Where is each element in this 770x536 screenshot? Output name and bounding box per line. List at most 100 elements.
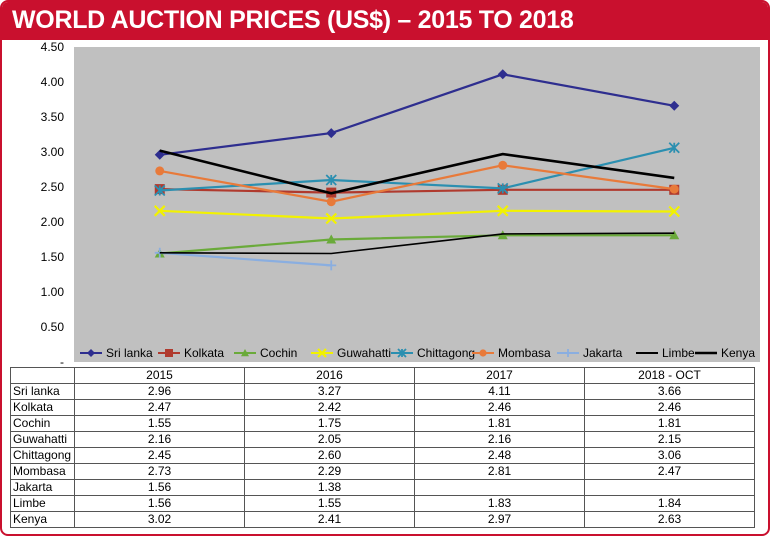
- table-cell: 2.15: [584, 431, 755, 448]
- table-cell: 1.81: [414, 415, 585, 432]
- data-point-mombasa: [669, 184, 679, 194]
- data-point-sri-lanka: [326, 128, 337, 139]
- table-cell: 2.45: [74, 447, 245, 464]
- data-point-chittagong: [668, 142, 680, 154]
- series-line-guwahatti: [159, 209, 675, 220]
- plot-area: [74, 47, 760, 362]
- table-column-header: 2017: [414, 367, 585, 384]
- data-point-cochin: [326, 234, 337, 244]
- table-cell: 2.42: [244, 399, 415, 416]
- series-line-jakarta: [159, 251, 332, 267]
- legend-marker-guwahatti: [317, 348, 327, 358]
- data-point-guwahatti: [325, 212, 338, 225]
- table-cell: 1.55: [74, 415, 245, 432]
- data-point-guwahatti: [496, 205, 509, 217]
- chart-title: WORLD AUCTION PRICES (US$) – 2015 TO 201…: [12, 6, 574, 34]
- y-tick-label: 4.50: [41, 40, 65, 54]
- table-row-label: Limbe: [10, 495, 75, 512]
- legend-marker-kolkata: [165, 349, 173, 357]
- table-row: Chittagong 2.45 2.60 2.48 3.06: [10, 447, 755, 464]
- table-row-label: Kenya: [10, 511, 75, 528]
- legend-marker-chittagong: [397, 348, 407, 358]
- table-cell: 2.47: [584, 463, 755, 480]
- table-row: Jakarta 1.56 1.38: [10, 479, 755, 496]
- data-point-cochin: [669, 230, 680, 240]
- title-banner: WORLD AUCTION PRICES (US$) – 2015 TO 201…: [2, 2, 768, 40]
- y-tick-label: 2.50: [41, 180, 65, 194]
- table-cell: 1.84: [584, 495, 755, 512]
- table-row-label: Mombasa: [10, 463, 75, 480]
- table-cell: [584, 479, 755, 496]
- table-header-row: 2015 2016 2017 2018 - OCT: [10, 367, 755, 384]
- data-point-mombasa: [326, 197, 336, 207]
- table-cell: 2.16: [74, 431, 245, 448]
- table-cell: 1.83: [414, 495, 585, 512]
- legend-label-guwahatti: Guwahatti: [337, 346, 391, 360]
- table-column-header: 2016: [244, 367, 415, 384]
- table-row: Limbe 1.56 1.55 1.83 1.84: [10, 495, 755, 512]
- series-line-limbe: [159, 232, 675, 255]
- legend-marker-mombasa: [479, 349, 487, 357]
- table-cell: 2.73: [74, 463, 245, 480]
- table-cell: 1.56: [74, 495, 245, 512]
- table-cell: [414, 479, 585, 496]
- line-chart: - 0.50 1.00 1.50 2.00 2.50 3.00 3.50 4.00 4.50 Sri…: [41, 40, 760, 369]
- data-point-chittagong: [325, 174, 337, 186]
- table-cell: 1.38: [244, 479, 415, 496]
- table-cell: 3.27: [244, 383, 415, 400]
- data-point-chittagong: [497, 182, 509, 195]
- data-point-guwahatti: [668, 205, 681, 218]
- y-tick-label: 2.00: [41, 215, 65, 229]
- y-tick-label: 3.00: [41, 145, 65, 159]
- data-point-chittagong: [154, 184, 166, 197]
- table-row-label: Guwahatti: [10, 431, 75, 448]
- table-row: Sri lanka 2.96 3.27 4.11 3.66: [10, 383, 755, 400]
- table-cell: 3.02: [74, 511, 245, 528]
- data-point-guwahatti: [153, 205, 166, 217]
- table-row-label: Sri lanka: [10, 383, 75, 400]
- table-row: Kenya 3.02 2.41 2.97 2.63: [10, 511, 755, 528]
- table-column-header: 2018 - OCT: [584, 367, 755, 384]
- table-cell: 2.46: [414, 399, 585, 416]
- legend-marker-sri-lanka: [87, 349, 95, 357]
- table-cell: 1.81: [584, 415, 755, 432]
- table-cell: 2.96: [74, 383, 245, 400]
- table-corner-cell: [10, 367, 75, 384]
- table-cell: 1.56: [74, 479, 245, 496]
- table-cell: 2.41: [244, 511, 415, 528]
- table-column-header: 2015: [74, 367, 245, 384]
- legend-label-limbe: Limbe: [662, 346, 695, 360]
- table-cell: 2.46: [584, 399, 755, 416]
- data-point-sri-lanka: [669, 100, 680, 111]
- table-cell: 3.06: [584, 447, 755, 464]
- data-table: 2015 2016 2017 2018 - OCT Sri lanka 2.96 3.27 4…: [10, 367, 755, 528]
- table-cell: 1.75: [244, 415, 415, 432]
- table-row-label: Jakarta: [10, 479, 75, 496]
- data-point-jakarta: [326, 260, 337, 271]
- table-row: Guwahatti 2.16 2.05 2.16 2.15: [10, 431, 755, 448]
- series-line-kolkata: [159, 188, 675, 194]
- legend-marker-cochin: [241, 349, 249, 357]
- table-row: Mombasa 2.73 2.29 2.81 2.47: [10, 463, 755, 480]
- table-row-label: Cochin: [10, 415, 75, 432]
- legend-label-kolkata: Kolkata: [184, 346, 224, 360]
- legend-label-cochin: Cochin: [260, 346, 297, 360]
- legend-label-sri-lanka: Sri lanka: [106, 346, 153, 360]
- table-cell: 1.55: [244, 495, 415, 512]
- table-cell: 3.66: [584, 383, 755, 400]
- legend-marker-jakarta: [564, 349, 572, 357]
- series-line-sri-lanka: [159, 73, 675, 156]
- y-tick-label: 3.50: [41, 110, 65, 124]
- legend-label-jakarta: Jakarta: [583, 346, 623, 360]
- series-line-mombasa: [159, 164, 675, 203]
- y-tick-label: 0.50: [41, 320, 65, 334]
- y-tick-label: 1.00: [41, 285, 65, 299]
- table-cell: 4.11: [414, 383, 585, 400]
- table-row-label: Kolkata: [10, 399, 75, 416]
- data-point-mombasa: [498, 160, 508, 170]
- series-line-kenya: [159, 149, 675, 195]
- legend-label-mombasa: Mombasa: [498, 346, 551, 360]
- table-cell: 2.48: [414, 447, 585, 464]
- table-row-label: Chittagong: [10, 447, 75, 464]
